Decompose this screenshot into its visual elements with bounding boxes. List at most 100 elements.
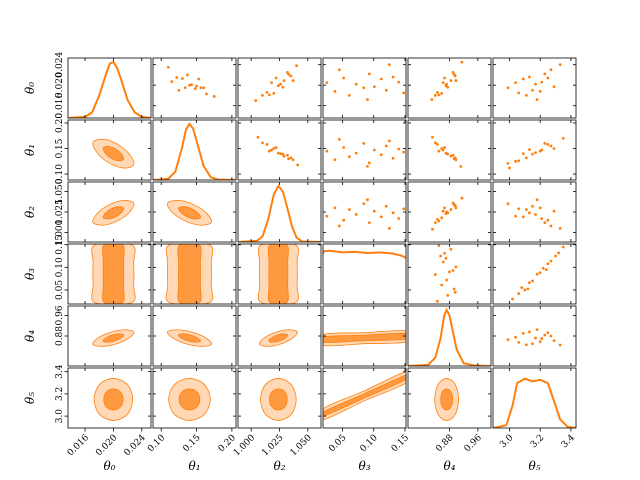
panel-content	[506, 198, 562, 230]
x-tick-label: 0.88	[434, 433, 455, 454]
panel-frame	[67, 57, 152, 119]
contour-level	[440, 388, 454, 411]
scatter-point	[342, 76, 346, 80]
contour-level	[103, 388, 124, 411]
panel-frame	[237, 119, 322, 181]
panel	[407, 119, 492, 181]
scatter-point	[557, 251, 561, 255]
panel	[67, 57, 152, 119]
panel-frame	[322, 57, 407, 119]
scatter-point	[552, 147, 556, 150]
contour-level	[323, 332, 406, 343]
scatter-point	[523, 288, 527, 292]
panel-frame	[492, 243, 577, 305]
scatter-point	[199, 86, 203, 90]
scatter-point	[433, 273, 437, 276]
scatter-point	[181, 77, 184, 80]
panel-frame	[492, 367, 577, 429]
scatter-point	[367, 161, 371, 165]
scatter-point	[546, 76, 550, 80]
panel-content	[431, 196, 464, 231]
scatter-point	[514, 81, 517, 85]
scatter-point	[272, 91, 276, 95]
scatter-point	[440, 216, 444, 220]
scatter-point	[254, 99, 258, 102]
y-tick-label: 0.024	[55, 52, 65, 78]
scatter-point	[430, 98, 434, 101]
scatter-point	[441, 81, 445, 85]
scatter-point	[193, 87, 197, 91]
panel	[152, 119, 237, 181]
density-curve	[323, 249, 406, 259]
x-tick-label: 1.050	[289, 433, 314, 458]
x-axis-label: θ₄	[443, 459, 455, 473]
scatter-point	[354, 82, 358, 86]
scatter-point	[195, 84, 198, 88]
scatter-point	[528, 148, 531, 151]
scatter-point	[347, 208, 351, 211]
panel-frame	[322, 243, 407, 305]
scatter-point	[524, 343, 528, 347]
scatter-point	[342, 218, 346, 222]
scatter-point	[366, 198, 369, 202]
x-tick-label: 3.2	[529, 433, 546, 450]
density-curve	[408, 307, 491, 366]
scatter-point	[287, 157, 290, 161]
scatter-point	[543, 333, 547, 337]
scatter-point	[454, 79, 458, 82]
panel-content	[165, 244, 214, 304]
scatter-point	[538, 206, 542, 210]
y-tick-label: 0.10	[55, 257, 65, 277]
x-tick-label: 0.020	[94, 433, 119, 458]
scatter-point	[437, 93, 441, 97]
y-tick-label: 1.000	[55, 219, 65, 245]
scatter-point	[444, 212, 448, 216]
scatter-point	[333, 158, 337, 162]
panel-frame	[237, 181, 322, 243]
panel	[237, 57, 322, 119]
scatter-point	[549, 259, 553, 263]
contour-level	[178, 388, 201, 411]
scatter-point	[372, 85, 376, 89]
panel-content	[92, 200, 135, 226]
scatter-point	[446, 293, 450, 297]
panel	[492, 367, 577, 432]
scatter-point	[443, 146, 446, 149]
scatter-point	[291, 79, 295, 82]
scatter-point	[177, 88, 181, 92]
panel-content	[166, 65, 216, 98]
panel-content	[325, 137, 406, 168]
scatter-point	[197, 77, 201, 81]
scatter-point	[274, 146, 278, 149]
scatter-point	[543, 72, 547, 76]
panel-content	[254, 64, 298, 102]
y-tick-label: 0.20	[55, 113, 65, 133]
panel-frame	[492, 57, 577, 119]
scatter-point	[460, 60, 464, 64]
panel-content	[511, 245, 565, 301]
panel	[152, 243, 237, 305]
scatter-point	[402, 207, 406, 211]
scatter-point	[444, 256, 448, 260]
scatter-point	[289, 156, 293, 160]
scatter-point	[384, 144, 388, 148]
scatter-point	[451, 269, 455, 272]
scatter-point	[540, 80, 544, 84]
panel-frame	[407, 57, 492, 119]
panel-frame	[407, 181, 492, 243]
scatter-point	[535, 198, 539, 202]
panel-content	[430, 60, 464, 101]
scatter-point	[354, 213, 358, 216]
panel	[237, 119, 322, 181]
panel-frame	[407, 243, 492, 305]
scatter-point	[342, 146, 346, 149]
scatter-point	[535, 328, 539, 331]
scatter-point	[449, 79, 453, 82]
scatter-point	[538, 89, 542, 93]
panel	[322, 119, 407, 181]
scatter-point	[520, 286, 524, 290]
scatter-point	[443, 206, 446, 210]
scatter-point	[549, 224, 553, 228]
scatter-point	[276, 151, 280, 155]
panel-content	[434, 378, 459, 421]
